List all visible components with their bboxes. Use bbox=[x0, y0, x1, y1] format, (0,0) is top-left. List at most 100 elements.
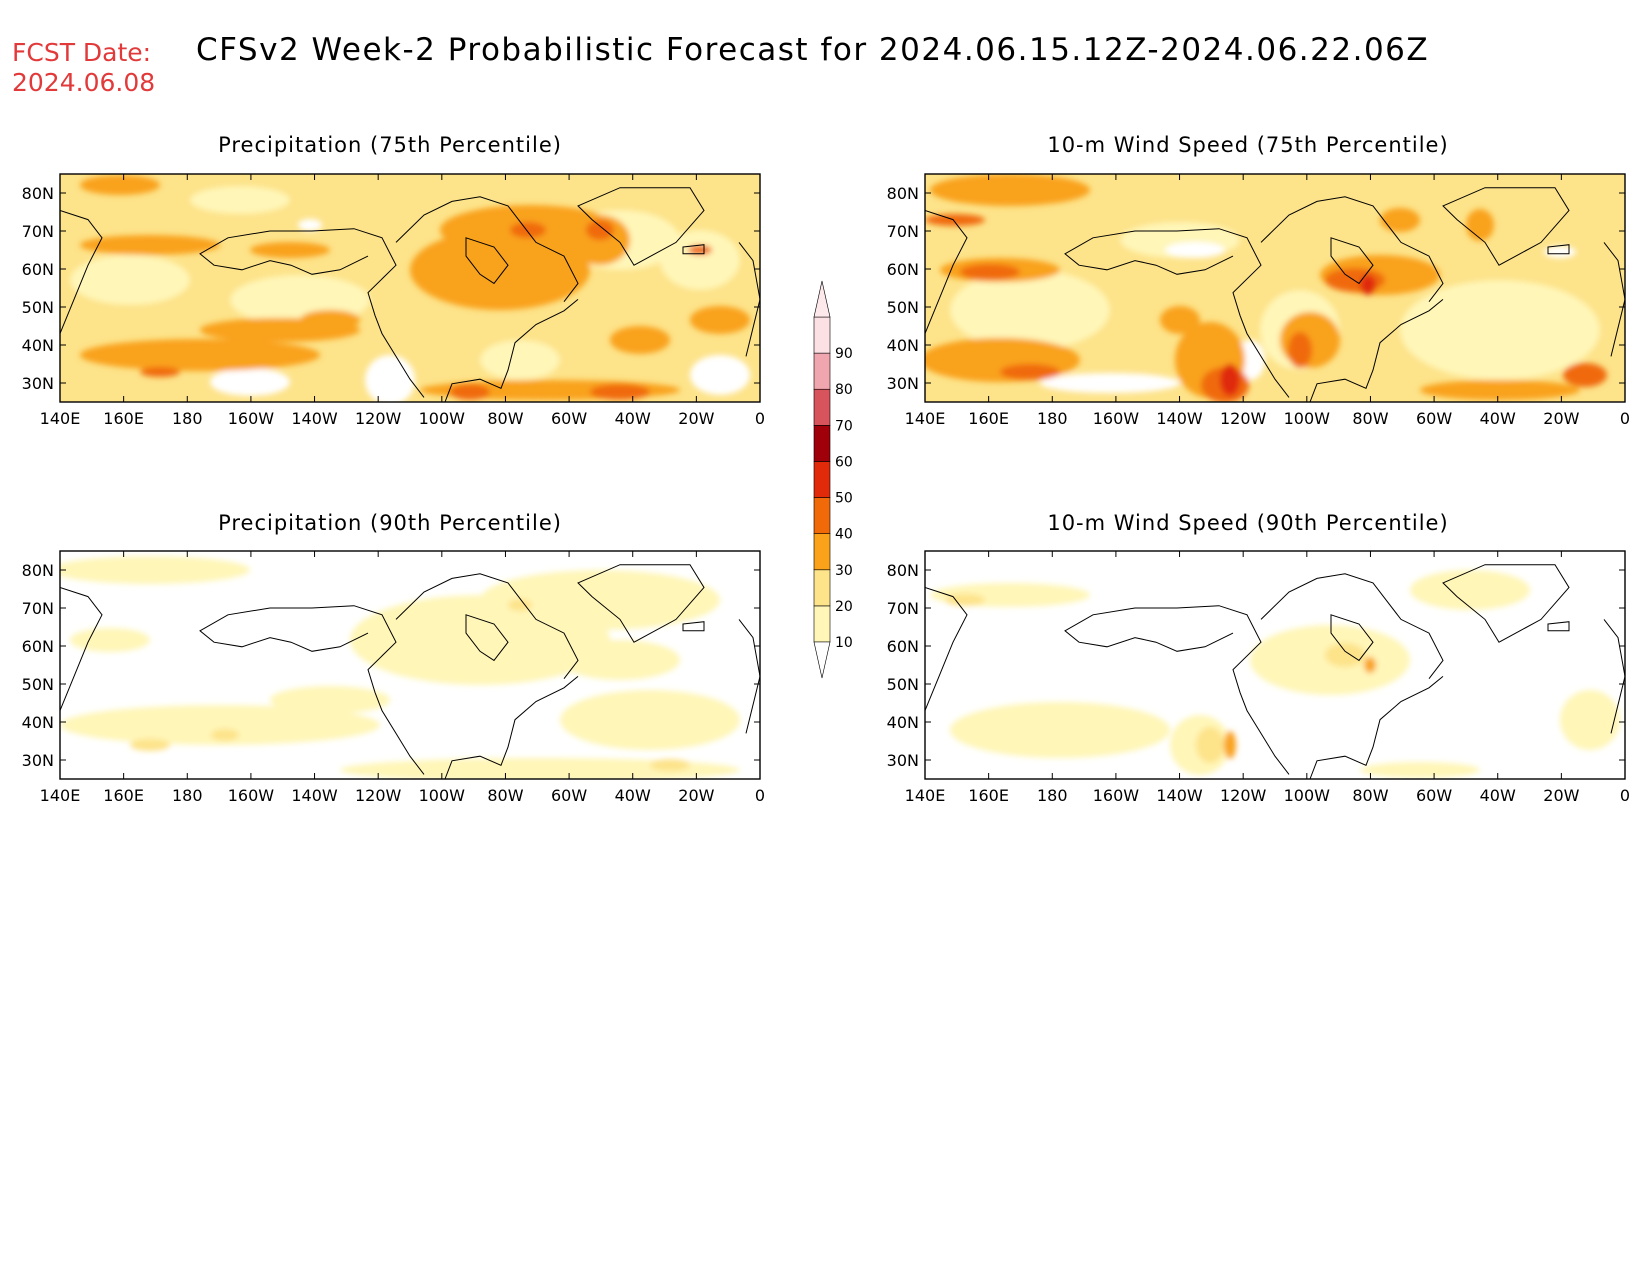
lat-label: 70N bbox=[22, 599, 54, 618]
lat-label: 30N bbox=[22, 751, 54, 770]
lon-label: 0 bbox=[755, 786, 765, 805]
lon-label: 160E bbox=[968, 409, 1009, 428]
lon-label: 180 bbox=[172, 786, 203, 805]
coastline-path bbox=[444, 676, 579, 779]
map-panel-precip-90 bbox=[59, 550, 761, 780]
lon-label: 80W bbox=[487, 409, 523, 428]
wind-75-field bbox=[925, 174, 1625, 402]
coastline-path bbox=[199, 605, 425, 775]
coastline-path bbox=[925, 210, 968, 334]
lat-label: 30N bbox=[22, 374, 54, 393]
panel-title-wind-90: 10-m Wind Speed (90th Percentile) bbox=[1047, 511, 1449, 535]
lon-label: 80W bbox=[487, 786, 523, 805]
lat-label: 60N bbox=[22, 260, 54, 279]
coastline-path bbox=[1330, 237, 1374, 285]
lon-label: 140W bbox=[1156, 409, 1203, 428]
coastline-path bbox=[1442, 564, 1570, 643]
coastline-path bbox=[199, 228, 425, 398]
lon-label: 140W bbox=[291, 409, 338, 428]
lon-label: 0 bbox=[1620, 409, 1630, 428]
coastline-path bbox=[1309, 676, 1444, 779]
precip-75-frame bbox=[59, 173, 761, 403]
coastline-path bbox=[1442, 187, 1570, 266]
lon-label: 20W bbox=[678, 409, 714, 428]
panel-title-precip-75: Precipitation (75th Percentile) bbox=[218, 133, 562, 157]
lat-label: 40N bbox=[22, 713, 54, 732]
coastline-path bbox=[395, 573, 579, 680]
lat-label: 70N bbox=[887, 222, 919, 241]
coastline-path bbox=[1547, 244, 1570, 255]
colorbar-swatch bbox=[813, 497, 831, 534]
coastline-path bbox=[1064, 605, 1290, 775]
colorbar-swatch bbox=[813, 569, 831, 607]
colorbar-swatch bbox=[813, 425, 831, 462]
coastline-path bbox=[682, 621, 705, 632]
coastline-path bbox=[925, 587, 968, 711]
lon-label: 160W bbox=[1093, 786, 1140, 805]
colorbar-label: 80 bbox=[835, 382, 853, 398]
wind-75-frame bbox=[924, 173, 1626, 403]
coastline-path bbox=[1330, 614, 1374, 662]
lon-label: 100W bbox=[1284, 409, 1331, 428]
panel-title-wind-75: 10-m Wind Speed (75th Percentile) bbox=[1047, 133, 1449, 157]
coastline-path bbox=[1603, 619, 1625, 734]
lon-label: 20W bbox=[678, 786, 714, 805]
colorbar-top-arrow bbox=[813, 280, 831, 318]
colorbar-swatch bbox=[813, 461, 831, 498]
map-panel-wind-90 bbox=[924, 550, 1626, 780]
colorbar-swatch bbox=[813, 352, 831, 390]
colorbar-label: 90 bbox=[835, 346, 853, 362]
lon-label: 120W bbox=[1220, 786, 1267, 805]
lon-label: 140E bbox=[905, 409, 946, 428]
lon-label: 40W bbox=[615, 409, 651, 428]
lon-label: 120W bbox=[355, 786, 402, 805]
lon-label: 160W bbox=[1093, 409, 1140, 428]
coastline-path bbox=[1547, 621, 1570, 632]
lat-label: 30N bbox=[887, 751, 919, 770]
colorbar-label: 60 bbox=[835, 454, 853, 470]
lon-label: 60W bbox=[1416, 786, 1452, 805]
wind-90-frame bbox=[924, 550, 1626, 780]
lat-label: 60N bbox=[887, 260, 919, 279]
lon-label: 140E bbox=[40, 786, 81, 805]
coastline-precip-75 bbox=[60, 187, 760, 402]
coastline-path bbox=[1603, 242, 1625, 357]
lat-label: 40N bbox=[887, 713, 919, 732]
colorbar-swatch bbox=[813, 388, 831, 426]
coastline-path bbox=[444, 299, 579, 402]
lon-label: 100W bbox=[419, 409, 466, 428]
coastline-precip-90 bbox=[60, 564, 760, 779]
coastline-group bbox=[60, 187, 1625, 779]
lat-label: 80N bbox=[22, 184, 54, 203]
lon-label: 60W bbox=[551, 409, 587, 428]
lon-label: 160E bbox=[968, 786, 1009, 805]
colorbar-label: 20 bbox=[835, 599, 853, 615]
page-title: CFSv2 Week-2 Probabilistic Forecast for … bbox=[196, 32, 1430, 68]
lon-label: 160E bbox=[103, 786, 144, 805]
lat-label: 80N bbox=[22, 561, 54, 580]
map-panel-precip-75 bbox=[59, 173, 761, 403]
lon-label: 120W bbox=[355, 409, 402, 428]
lat-label: 60N bbox=[22, 637, 54, 656]
lat-label: 50N bbox=[887, 675, 919, 694]
lon-label: 60W bbox=[1416, 409, 1452, 428]
coastline-wind-75 bbox=[925, 187, 1625, 402]
colorbar-swatch bbox=[813, 533, 831, 571]
lon-label: 60W bbox=[551, 786, 587, 805]
lat-label: 70N bbox=[887, 599, 919, 618]
axes-group: 80N 70N 60N 50N 40N 30N 140E 160E 180 160W 140W 120… bbox=[22, 174, 1630, 805]
colorbar-label: 40 bbox=[835, 527, 853, 543]
lon-label: 140E bbox=[40, 409, 81, 428]
lat-label: 50N bbox=[887, 298, 919, 317]
coastline-path bbox=[1064, 228, 1290, 398]
precip-75-field bbox=[60, 174, 760, 402]
lon-label: 160E bbox=[103, 409, 144, 428]
lat-label: 40N bbox=[22, 336, 54, 355]
lon-label: 140E bbox=[905, 786, 946, 805]
forecast-date-label: FCST Date: bbox=[12, 38, 152, 67]
coastline-path bbox=[60, 587, 103, 711]
lon-label: 40W bbox=[615, 786, 651, 805]
lon-label: 140W bbox=[291, 786, 338, 805]
forecast-date-block: FCST Date: 2024.06.08 bbox=[12, 38, 155, 98]
